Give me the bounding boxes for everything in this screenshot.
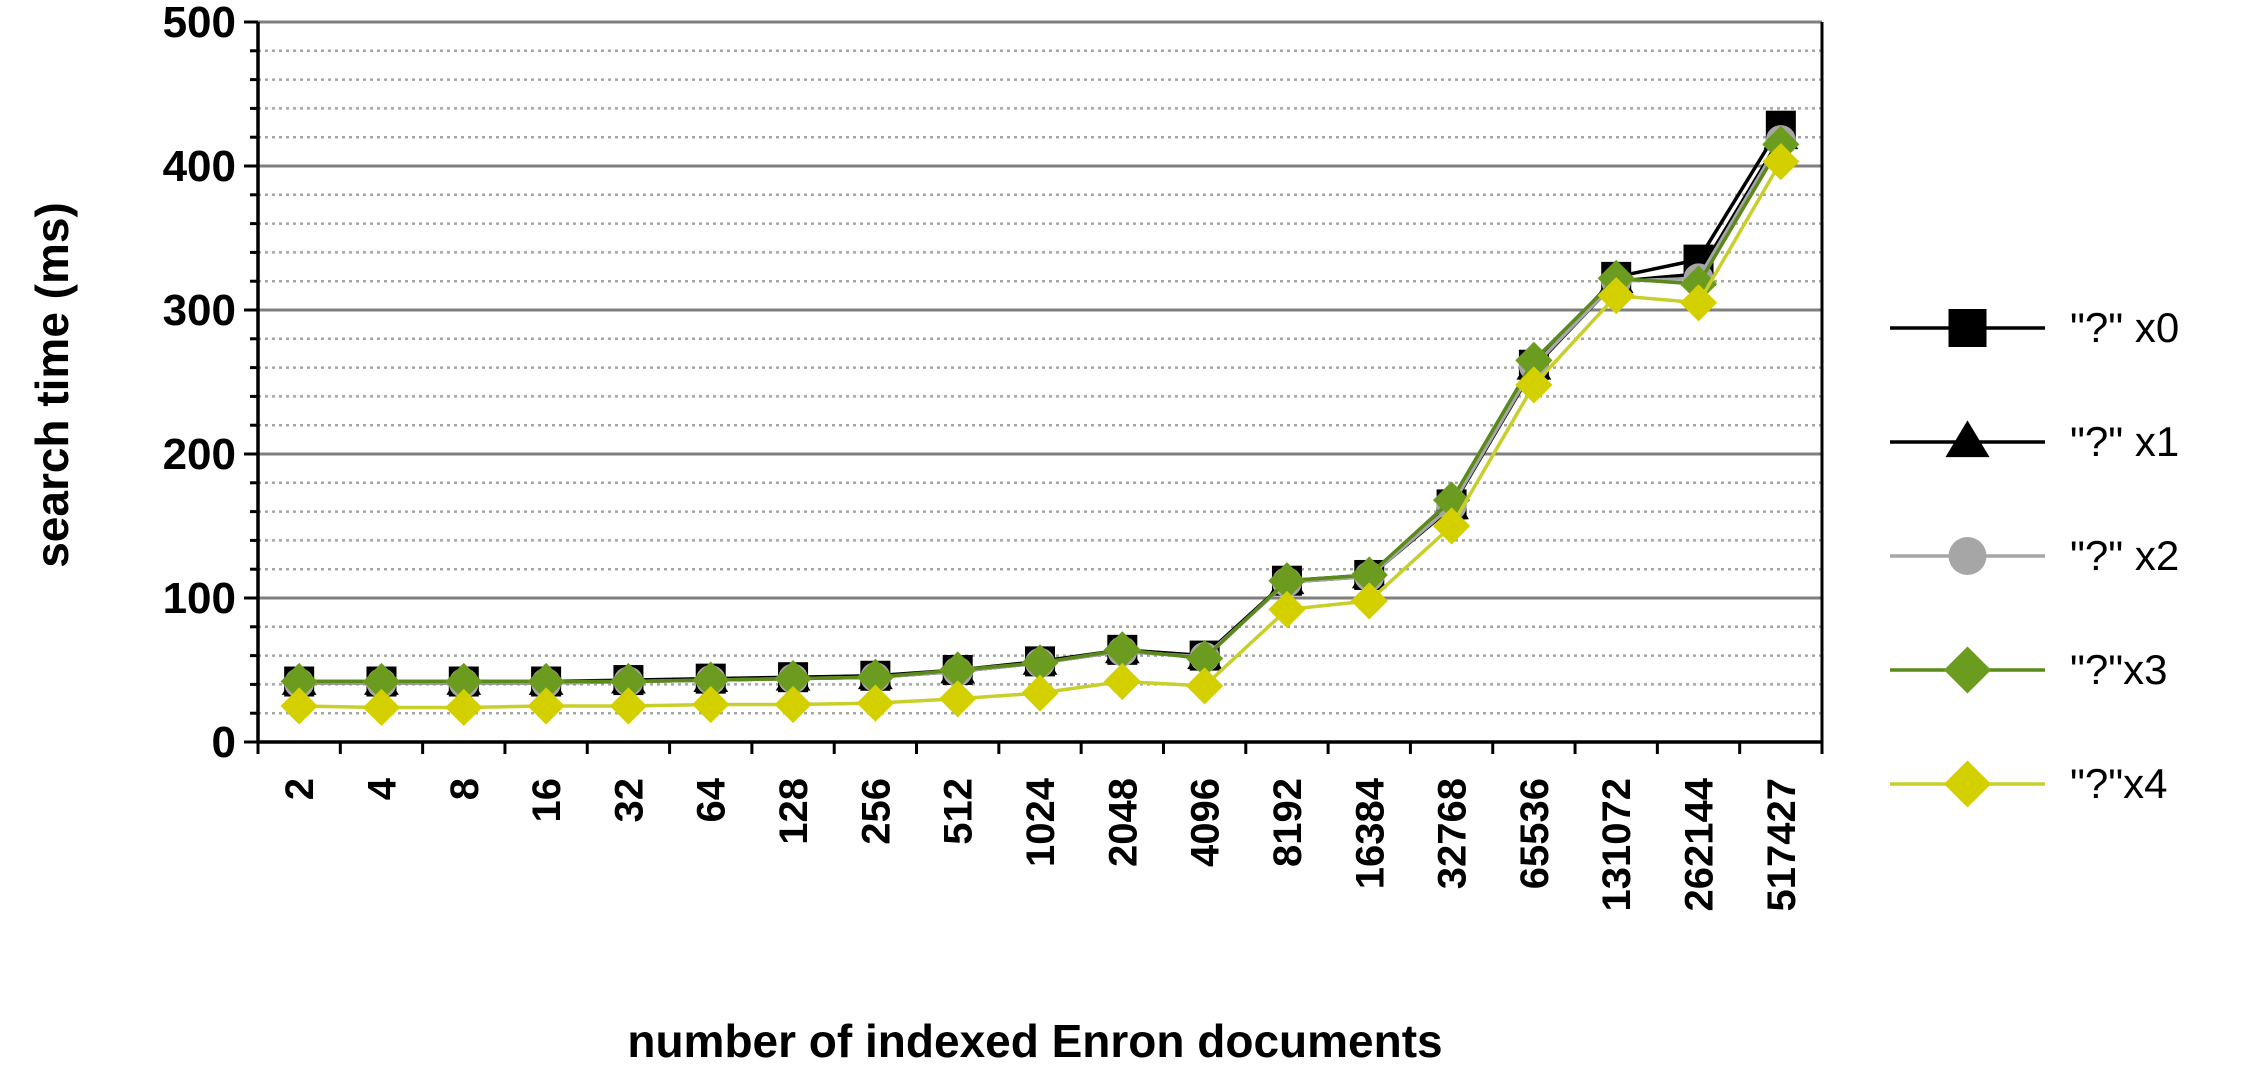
data-point-diamond [1350, 556, 1388, 594]
y-tick-label: 0 [212, 718, 236, 767]
x-tick-label: 256 [854, 778, 898, 845]
data-point-diamond [774, 660, 812, 698]
x-tick-label: 4096 [1184, 778, 1228, 867]
data-point-diamond [1679, 284, 1718, 322]
y-tick-labels: 0 100 200 300 400 500 [163, 0, 236, 767]
x-tick-label: 32768 [1431, 778, 1475, 889]
data-point-diamond [1268, 562, 1306, 600]
data-point-diamond [1515, 341, 1553, 379]
data-point-diamond [362, 688, 401, 727]
legend-label: "?"x3 [2070, 646, 2168, 693]
data-point-diamond [1515, 366, 1553, 404]
data-point-diamond [1268, 590, 1306, 629]
data-point-diamond [1350, 582, 1388, 620]
x-axis-title: number of indexed Enron documents [627, 1015, 1442, 1067]
x-tick-label: 64 [690, 777, 734, 822]
series-line [299, 160, 1783, 710]
data-point-diamond [1103, 631, 1141, 669]
data-point-diamond [445, 662, 483, 701]
y-tick-label: 400 [163, 142, 236, 191]
legend-item: "?"x3 [1890, 646, 2168, 694]
series-line [299, 139, 1783, 685]
data-point-diamond [1597, 277, 1635, 315]
data-point-diamond [1186, 667, 1224, 705]
y-tick-label: 500 [163, 0, 236, 47]
series-2 [284, 125, 1796, 698]
legend-item: "?" x1 [1890, 418, 2179, 465]
x-tick-label: 8 [443, 778, 487, 800]
x-tick-label: 128 [772, 778, 816, 845]
series-line [299, 136, 1783, 685]
data-point-diamond [609, 662, 648, 701]
x-tick-label: 512 [937, 778, 981, 845]
series-3 [280, 125, 1800, 701]
legend-item: "?" x0 [1890, 304, 2179, 351]
data-point-diamond [1762, 143, 1800, 181]
series-1 [281, 120, 1799, 695]
data-point-diamond [1186, 639, 1224, 678]
data-point-diamond [1679, 265, 1718, 303]
series-lines [280, 110, 1800, 727]
legend-label: "?"x4 [2070, 760, 2168, 807]
x-tick-labels: 2 4 8 16 32 64 128 256 512 1024 2048 4096 8192 16384 3… [278, 777, 1804, 911]
data-point-diamond [609, 687, 648, 725]
data-point-diamond [1943, 760, 1992, 808]
x-tick-label: 1024 [1019, 777, 1063, 867]
data-point-diamond [1432, 507, 1471, 545]
data-point-circle [1948, 537, 1987, 575]
y-tick-label: 200 [163, 430, 236, 479]
legend-item: "?"x4 [1890, 760, 2168, 808]
legend-label: "?" x1 [2070, 418, 2179, 465]
data-point-diamond [692, 685, 730, 724]
x-tick-label: 16 [525, 778, 569, 823]
x-tick-label: 16384 [1348, 777, 1392, 889]
grid-lines [258, 20, 1822, 715]
data-point-diamond [527, 662, 565, 701]
data-point-diamond [280, 687, 318, 725]
y-tick-label: 100 [163, 574, 236, 623]
legend-label: "?" x0 [2070, 304, 2179, 351]
data-point-diamond [445, 688, 483, 727]
data-point-diamond [1943, 646, 1992, 694]
x-tick-label: 131072 [1595, 778, 1639, 911]
data-point-diamond [856, 684, 894, 722]
x-tick-label: 32 [607, 778, 651, 823]
series-0 [284, 110, 1796, 697]
x-tick-label: 262144 [1678, 777, 1722, 911]
legend-item: "?" x2 [1890, 532, 2179, 579]
x-tick-label: 8192 [1266, 778, 1310, 867]
series-4 [280, 143, 1800, 727]
data-point-diamond [362, 662, 401, 701]
legend: "?" x0 "?" x1 "?" x2 "?"x3 "?"x4 [1890, 304, 2179, 808]
data-point-diamond [939, 651, 977, 689]
y-tick-label: 300 [163, 286, 236, 335]
x-tick-label: 517427 [1760, 778, 1804, 911]
data-point-diamond [1103, 662, 1141, 701]
data-point-diamond [280, 662, 318, 701]
axes [244, 20, 1824, 754]
x-tick-label: 2048 [1101, 778, 1145, 867]
data-point-diamond [1021, 644, 1059, 682]
data-point-diamond [692, 661, 730, 699]
data-point-triangle [1945, 420, 1990, 458]
series-line [299, 143, 1783, 684]
x-tick-label: 65536 [1513, 778, 1557, 889]
x-tick-label: 4 [360, 777, 404, 800]
data-point-diamond [939, 680, 977, 718]
data-point-diamond [856, 658, 894, 696]
y-axis-title: search time (ms) [26, 202, 78, 568]
legend-label: "?" x2 [2070, 532, 2179, 579]
x-tick-label: 2 [278, 778, 322, 800]
data-point-diamond [527, 687, 565, 725]
data-point-diamond [1021, 674, 1059, 712]
data-point-square [1948, 309, 1987, 347]
data-point-diamond [774, 685, 812, 724]
